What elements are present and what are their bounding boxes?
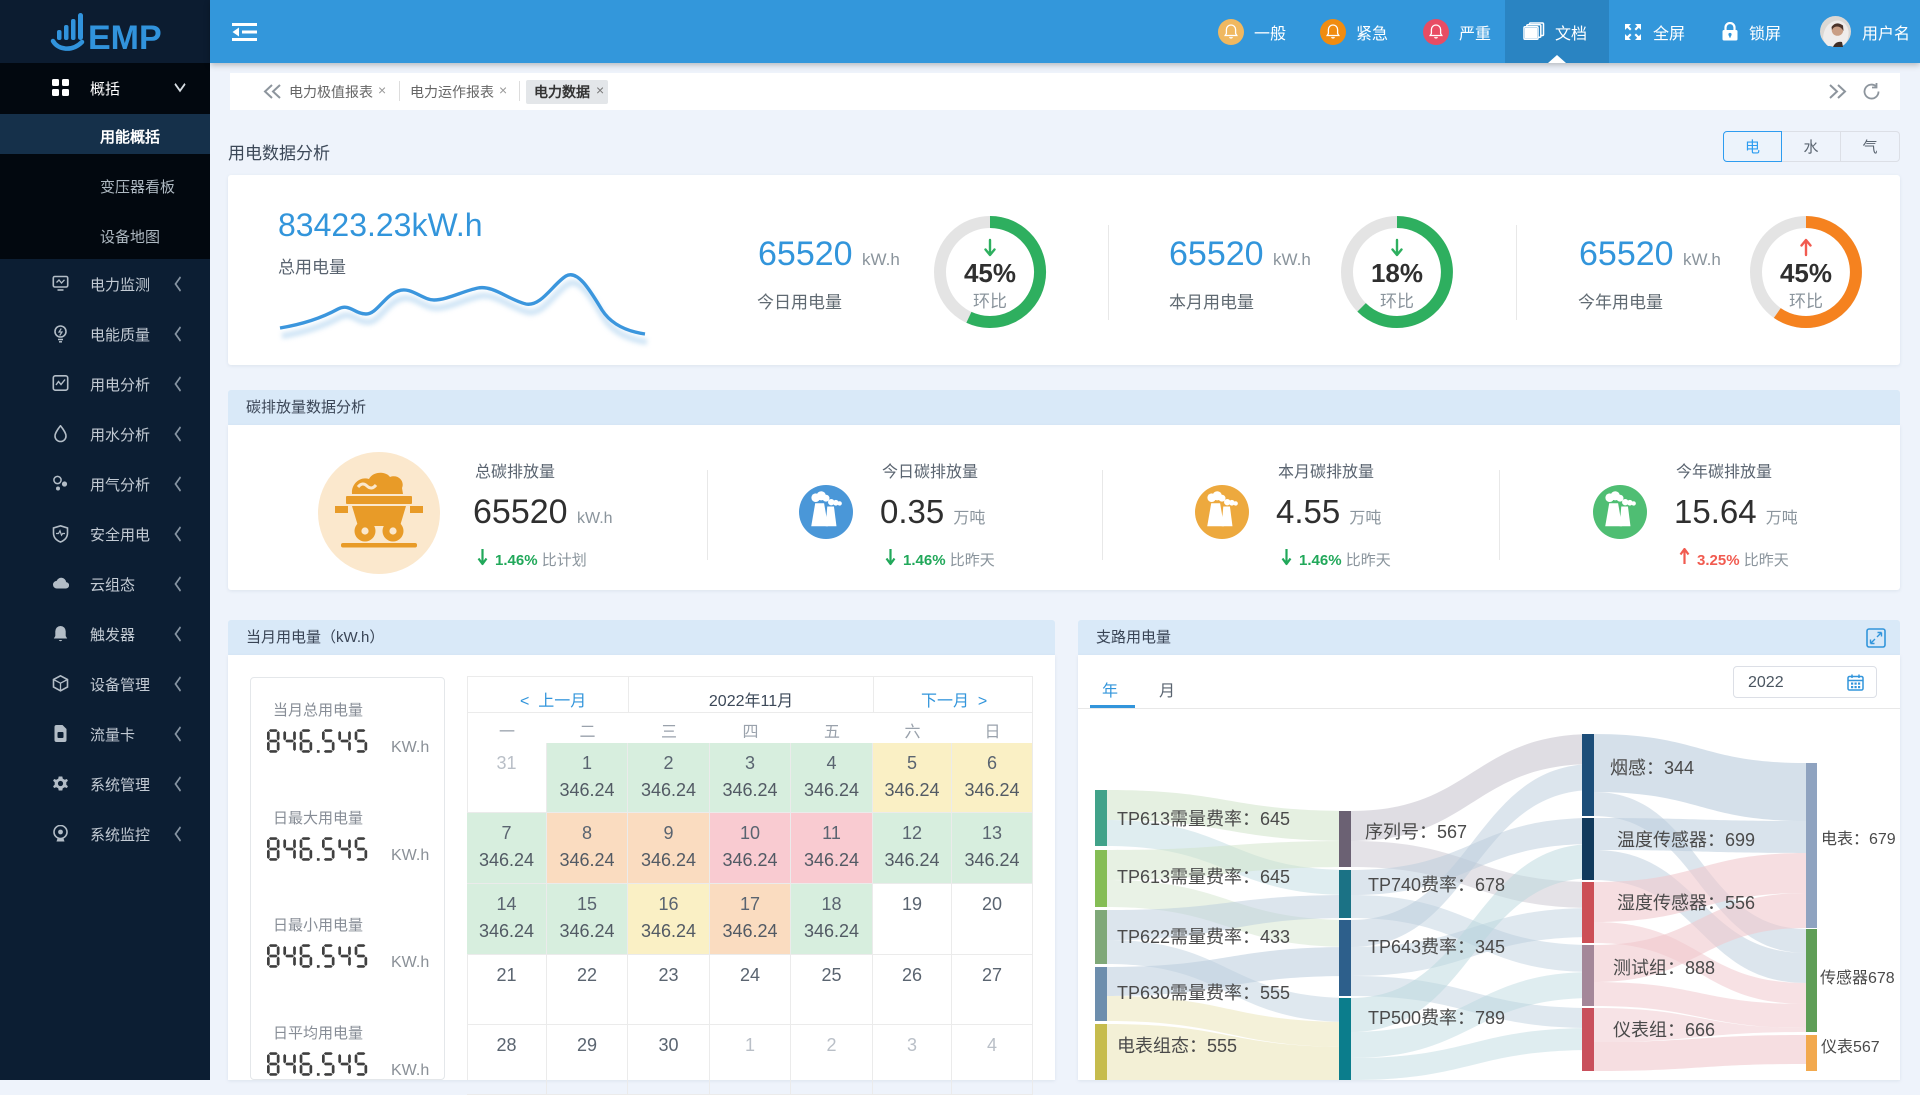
svg-text:TP622需量费率：433: TP622需量费率：433 [1117,927,1290,947]
svg-text:18%: 18% [1371,258,1423,288]
svg-text:仪表567: 仪表567 [1821,1038,1880,1056]
svg-text:TP613需量费率：645: TP613需量费率：645 [1117,809,1290,829]
svg-text:传感器678: 传感器678 [1820,969,1895,987]
svg-text:仪表组：666: 仪表组：666 [1613,1020,1715,1040]
svg-text:TP740费率：678: TP740费率：678 [1368,875,1505,895]
svg-text:电表组态：555: 电表组态：555 [1117,1036,1237,1056]
svg-text:序列号：567: 序列号：567 [1365,822,1467,842]
svg-text:TP613需量费率：645: TP613需量费率：645 [1117,867,1290,887]
svg-text:测试组：888: 测试组：888 [1613,958,1715,978]
svg-text:TP630需量费率：555: TP630需量费率：555 [1117,983,1290,1003]
svg-text:TP643费率：345: TP643费率：345 [1368,937,1505,957]
svg-text:环比: 环比 [1380,292,1414,311]
svg-text:环比: 环比 [1789,292,1823,311]
svg-text:温度传感器：699: 温度传感器：699 [1617,830,1755,850]
svg-text:环比: 环比 [973,292,1007,311]
svg-text:湿度传感器：556: 湿度传感器：556 [1617,893,1755,913]
svg-text:TP500费率：789: TP500费率：789 [1368,1008,1505,1028]
svg-text:45%: 45% [1780,258,1832,288]
svg-text:烟感：344: 烟感：344 [1610,758,1694,778]
svg-text:EMP: EMP [88,19,162,57]
svg-text:电表：679: 电表：679 [1821,830,1896,848]
svg-text:45%: 45% [964,258,1016,288]
